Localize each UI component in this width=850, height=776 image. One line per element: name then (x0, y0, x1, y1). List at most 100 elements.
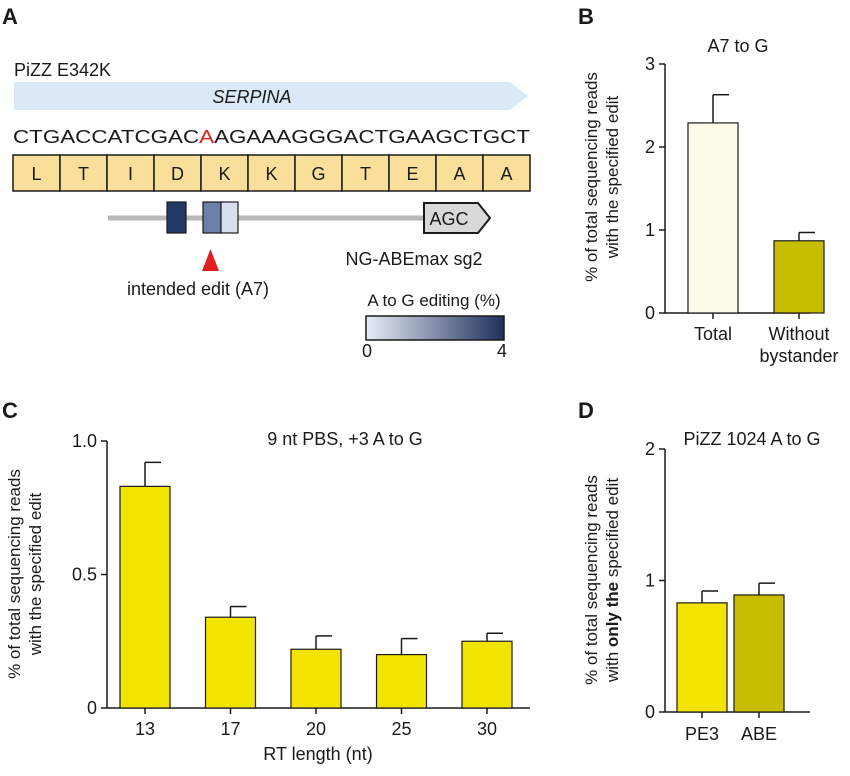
y-tick-label: 1 (645, 220, 655, 240)
y-axis-label-line: % of total sequencing reads (582, 72, 601, 282)
x-tick-label-line: PE3 (685, 724, 719, 744)
x-tick-label: PE3 (685, 724, 719, 744)
x-tick-label-line: Without (768, 324, 829, 344)
scale-max-label: 4 (497, 341, 507, 361)
x-tick-label-line: 30 (477, 719, 497, 739)
x-tick-label-line: Total (694, 324, 732, 344)
amino-acid-label: K (265, 164, 277, 184)
chart-title: PiZZ 1024 A to G (683, 429, 820, 449)
pam-box (423, 202, 492, 234)
chart-title: 9 nt PBS, +3 A to G (267, 429, 423, 449)
amino-acid-box (482, 154, 531, 192)
x-tick-label: 13 (135, 719, 155, 739)
amino-acid-label: T (360, 164, 371, 184)
y-axis-label-part: % of total sequencing reads (582, 475, 601, 685)
amino-acid-box (294, 154, 343, 192)
guide-name: NG-ABEmax sg2 (345, 249, 482, 269)
bar (687, 122, 739, 314)
x-axis-label: RT length (nt) (263, 744, 372, 764)
chart-c: 9 nt PBS, +3 A to G 0 0.5 1.0 % of total seq… (5, 429, 530, 764)
bar (733, 594, 785, 713)
y-axis-label-part: with (603, 647, 622, 683)
chart-d: PiZZ 1024 A to G 0 1 2 % of total sequencing… (582, 429, 821, 744)
intended-edit-arrowhead (202, 249, 219, 271)
amino-acid-label: L (31, 164, 41, 184)
x-tick-label: 30 (477, 719, 497, 739)
y-tick-label: 0 (645, 702, 655, 722)
chart-title: A7 to G (707, 36, 768, 56)
bar (119, 485, 171, 709)
dna-sequence: CTGACCATCGAC A AGAAAGGGACTGAAGCTGCT (13, 127, 530, 147)
x-tick-label-line: ABE (741, 724, 777, 744)
amino-acid-label: E (406, 164, 418, 184)
gene-arrow (14, 82, 528, 110)
bar (204, 616, 257, 709)
x-tick-label-line: 25 (391, 719, 411, 739)
amino-acid-label: A (500, 164, 512, 184)
dna-before: CTGACCATCGAC (13, 127, 199, 147)
amino-acid-label: T (78, 164, 89, 184)
y-axis-label: % of total sequencing reads with the spec… (582, 72, 622, 282)
panel-c: C 9 nt PBS, +3 A to G 0 0.5 1.0 % of total s… (2, 398, 530, 764)
scale-title: A to G editing (%) (367, 291, 500, 310)
intended-edit-label: intended edit (A7) (127, 279, 269, 299)
y-axis-label-part: specified edit (603, 478, 622, 582)
amino-acid-box (341, 154, 390, 192)
gene-name: SERPINA (212, 87, 291, 107)
y-tick-label: 1.0 (72, 431, 97, 451)
bar (290, 648, 342, 709)
dna-after: AGAAAGGGACTGAAGCTGCT (214, 127, 530, 147)
locus-title: PiZZ E342K (14, 60, 111, 80)
y-tick-label: 0 (645, 303, 655, 323)
editing-box-a5 (166, 201, 187, 234)
y-axis-label-line: with the specified edit (26, 492, 45, 656)
amino-acid-box (388, 154, 437, 192)
y-tick-label: 2 (645, 439, 655, 459)
panel-b: B A7 to G 0 1 2 3 % of total sequencing reads… (578, 4, 839, 366)
chart-b: A7 to G 0 1 2 3 % of total sequencing reads wi… (582, 36, 839, 366)
y-axis-label: % of total sequencing reads with the spec… (5, 469, 45, 679)
bar (461, 640, 513, 709)
amino-acid-label: D (171, 164, 184, 184)
y-axis-label-line: with the specified edit (603, 95, 622, 259)
panel-b-letter: B (578, 4, 594, 29)
panel-d: D PiZZ 1024 A to G 0 1 2 % of total sequenci… (578, 398, 821, 744)
x-tick-label-line: 13 (135, 719, 155, 739)
amino-acid-box (200, 154, 249, 192)
y-tick-label: 0 (87, 698, 97, 718)
amino-acid-label: A (453, 164, 465, 184)
amino-acid-box (435, 154, 484, 192)
amino-acid-box (247, 154, 296, 192)
scale-min-label: 0 (362, 341, 372, 361)
panel-c-letter: C (2, 398, 18, 423)
y-axis-label-line: % of total sequencing reads (5, 469, 24, 679)
x-tick-label-line: 20 (306, 719, 326, 739)
editing-box-a7 (202, 201, 222, 234)
bar (676, 602, 728, 713)
y-axis-label: % of total sequencing reads with only the… (582, 475, 622, 685)
x-tick-label: 17 (220, 719, 240, 739)
x-tick-label: Total (694, 324, 732, 344)
x-tick-label-line: 17 (220, 719, 240, 739)
x-tick-label: 25 (391, 719, 411, 739)
x-tick-label-line: bystander (759, 346, 838, 366)
dna-edit-base: A (199, 127, 214, 147)
editing-color-scale (365, 315, 505, 341)
amino-acid-label: I (128, 164, 133, 184)
panel-a-letter: A (2, 4, 18, 29)
x-tick-label: 20 (306, 719, 326, 739)
y-tick-label: 2 (645, 137, 655, 157)
amino-acid-label: G (311, 164, 325, 184)
y-tick-label: 1 (645, 571, 655, 591)
y-tick-label: 0.5 (72, 565, 97, 585)
panel-d-letter: D (578, 398, 594, 423)
panel-a: A PiZZ E342K SERPINA CTGACCATCGAC A AGAAAG… (2, 4, 531, 361)
bar (375, 653, 428, 709)
amino-acid-box (59, 154, 108, 192)
bar (773, 240, 825, 314)
amino-acid-label: K (218, 164, 230, 184)
pam-label: AGC (429, 209, 468, 229)
y-axis-label-part: only the (603, 582, 622, 647)
